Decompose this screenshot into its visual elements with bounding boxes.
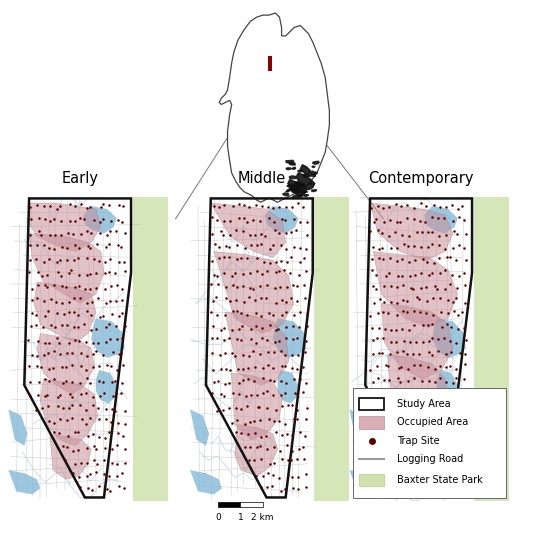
Polygon shape	[432, 318, 466, 358]
Polygon shape	[298, 170, 303, 172]
Polygon shape	[190, 470, 222, 494]
Bar	[314, 197, 349, 501]
Bar	[132, 197, 168, 501]
Polygon shape	[27, 203, 101, 252]
Polygon shape	[312, 166, 315, 167]
Text: 1: 1	[238, 513, 243, 521]
Polygon shape	[312, 161, 319, 164]
Polygon shape	[304, 195, 309, 196]
Polygon shape	[286, 160, 294, 163]
Polygon shape	[190, 409, 209, 446]
Polygon shape	[283, 193, 289, 196]
Polygon shape	[303, 174, 310, 177]
Polygon shape	[8, 409, 27, 446]
Text: Baxter State Park: Baxter State Park	[397, 475, 483, 485]
Polygon shape	[225, 312, 289, 385]
Polygon shape	[349, 470, 381, 494]
Polygon shape	[370, 203, 453, 261]
Polygon shape	[296, 173, 315, 190]
Polygon shape	[404, 455, 435, 488]
Bar	[240, 502, 263, 508]
Polygon shape	[394, 403, 442, 467]
Polygon shape	[288, 179, 302, 194]
Text: Occupied Area: Occupied Area	[397, 417, 468, 427]
Polygon shape	[289, 162, 295, 165]
Polygon shape	[292, 195, 300, 197]
Bar	[359, 416, 385, 429]
Text: 2 km: 2 km	[252, 513, 274, 521]
Polygon shape	[292, 168, 295, 169]
Polygon shape	[294, 185, 299, 187]
Text: Study Area: Study Area	[397, 399, 451, 409]
Polygon shape	[373, 252, 458, 328]
Polygon shape	[300, 165, 311, 175]
Polygon shape	[310, 171, 318, 174]
Polygon shape	[8, 470, 40, 494]
Text: Middle: Middle	[238, 171, 286, 187]
Polygon shape	[424, 206, 458, 234]
Polygon shape	[265, 206, 299, 234]
Polygon shape	[286, 168, 291, 170]
Text: Early: Early	[61, 171, 98, 187]
Bar	[218, 502, 240, 508]
Polygon shape	[289, 176, 296, 179]
Polygon shape	[235, 424, 278, 476]
Polygon shape	[37, 334, 94, 394]
Text: Trap Site: Trap Site	[397, 436, 440, 446]
Polygon shape	[40, 379, 98, 446]
Polygon shape	[300, 190, 308, 193]
Polygon shape	[231, 373, 282, 440]
Bar	[359, 474, 385, 486]
Polygon shape	[387, 355, 448, 428]
Polygon shape	[309, 183, 312, 184]
Bar	[473, 197, 509, 501]
Bar	[268, 56, 272, 71]
Polygon shape	[29, 234, 104, 303]
Polygon shape	[293, 188, 299, 190]
Polygon shape	[219, 13, 329, 202]
Polygon shape	[381, 303, 453, 379]
Polygon shape	[437, 370, 458, 403]
Polygon shape	[297, 183, 305, 185]
Polygon shape	[286, 183, 306, 196]
Polygon shape	[309, 174, 315, 177]
Polygon shape	[34, 282, 96, 342]
Polygon shape	[96, 370, 117, 403]
Polygon shape	[273, 318, 306, 358]
Polygon shape	[293, 167, 296, 168]
Polygon shape	[295, 183, 301, 186]
Polygon shape	[278, 370, 299, 403]
Polygon shape	[349, 409, 368, 446]
Polygon shape	[91, 318, 125, 358]
Text: Logging Road: Logging Road	[397, 454, 463, 464]
Bar	[359, 398, 385, 410]
Polygon shape	[298, 195, 303, 197]
Polygon shape	[211, 203, 286, 258]
Text: 0: 0	[215, 513, 221, 521]
Polygon shape	[214, 252, 293, 334]
Polygon shape	[311, 190, 317, 191]
Polygon shape	[50, 434, 91, 479]
Polygon shape	[83, 206, 117, 234]
Polygon shape	[295, 182, 299, 183]
Text: Contemporary: Contemporary	[368, 171, 474, 187]
Polygon shape	[287, 184, 293, 187]
